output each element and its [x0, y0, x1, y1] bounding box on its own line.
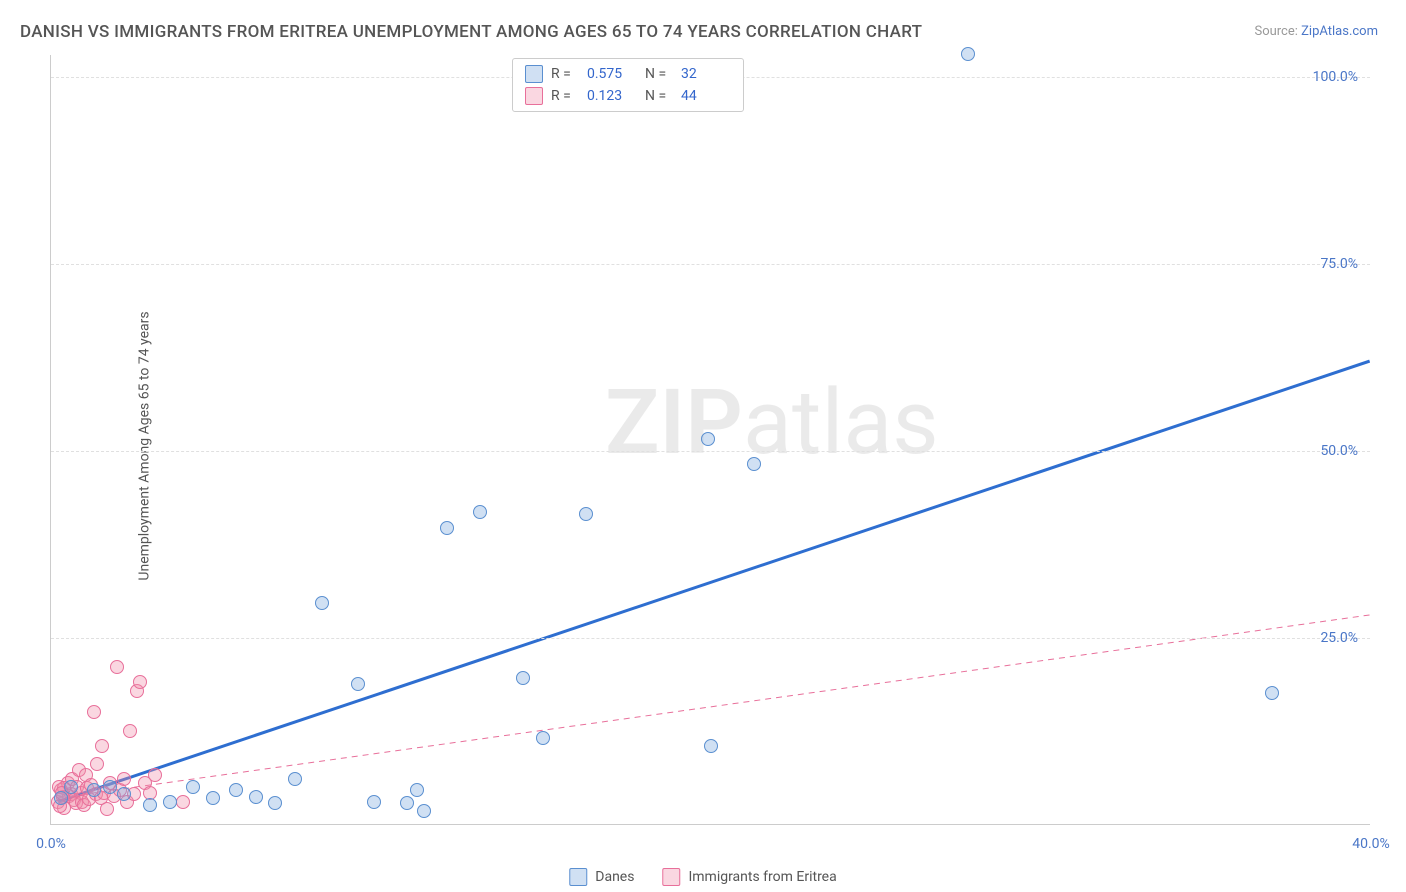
legend-correlation-box: R = 0.575 N = 32 R = 0.123 N = 44 — [512, 58, 744, 112]
data-point-danes — [206, 791, 220, 805]
r-value-danes: 0.575 — [587, 66, 637, 82]
data-point-eritrea — [110, 660, 124, 674]
data-point-danes — [351, 677, 365, 691]
data-point-danes — [440, 521, 454, 535]
watermark: ZIPatlas — [605, 370, 939, 475]
swatch-danes — [569, 868, 587, 886]
legend-label-danes: Danes — [595, 869, 634, 885]
correlation-chart: DANISH VS IMMIGRANTS FROM ERITREA UNEMPL… — [0, 0, 1406, 892]
data-point-danes — [288, 772, 302, 786]
source-link[interactable]: ZipAtlas.com — [1301, 24, 1378, 39]
data-point-danes — [701, 432, 715, 446]
data-point-danes — [516, 671, 530, 685]
n-value-eritrea: 44 — [681, 88, 731, 104]
data-point-danes — [64, 780, 78, 794]
r-value-eritrea: 0.123 — [587, 88, 637, 104]
watermark-bold: ZIP — [605, 370, 743, 475]
data-point-danes — [1265, 686, 1279, 700]
data-point-eritrea — [148, 768, 162, 782]
swatch-danes — [525, 65, 543, 83]
data-point-danes — [410, 783, 424, 797]
r-label: R = — [551, 88, 579, 104]
data-point-danes — [400, 796, 414, 810]
data-point-eritrea — [123, 724, 137, 738]
data-point-danes — [54, 791, 68, 805]
legend-label-eritrea: Immigrants from Eritrea — [688, 869, 836, 885]
y-tick-label: 75.0% — [1320, 256, 1358, 272]
n-label: N = — [645, 88, 673, 104]
data-point-danes — [961, 47, 975, 61]
data-point-danes — [536, 731, 550, 745]
x-tick-label: 0.0% — [36, 836, 66, 852]
r-label: R = — [551, 66, 579, 82]
data-point-danes — [367, 795, 381, 809]
data-point-danes — [103, 780, 117, 794]
data-point-danes — [143, 798, 157, 812]
data-point-eritrea — [90, 757, 104, 771]
source-attribution: Source: ZipAtlas.com — [1254, 24, 1378, 39]
source-prefix: Source: — [1254, 24, 1301, 39]
data-point-eritrea — [87, 705, 101, 719]
data-point-danes — [229, 783, 243, 797]
data-point-eritrea — [95, 739, 109, 753]
data-point-eritrea — [176, 795, 190, 809]
data-point-danes — [704, 739, 718, 753]
swatch-eritrea — [525, 87, 543, 105]
legend-row-danes: R = 0.575 N = 32 — [513, 63, 743, 85]
n-label: N = — [645, 66, 673, 82]
swatch-eritrea — [662, 868, 680, 886]
data-point-danes — [473, 505, 487, 519]
legend-series: Danes Immigrants from Eritrea — [569, 868, 836, 886]
watermark-light: atlas — [743, 370, 939, 475]
gridline — [51, 638, 1370, 639]
data-point-danes — [87, 783, 101, 797]
data-point-eritrea — [100, 802, 114, 816]
y-tick-label: 100.0% — [1313, 69, 1358, 85]
chart-title: DANISH VS IMMIGRANTS FROM ERITREA UNEMPL… — [20, 22, 922, 42]
data-point-eritrea — [117, 772, 131, 786]
data-point-danes — [249, 790, 263, 804]
data-point-danes — [163, 795, 177, 809]
data-point-danes — [117, 787, 131, 801]
data-point-danes — [747, 457, 761, 471]
n-value-danes: 32 — [681, 66, 731, 82]
y-tick-label: 50.0% — [1320, 443, 1358, 459]
data-point-eritrea — [133, 675, 147, 689]
y-tick-label: 25.0% — [1320, 630, 1358, 646]
data-point-danes — [186, 780, 200, 794]
legend-row-eritrea: R = 0.123 N = 44 — [513, 85, 743, 107]
trend-line-eritrea — [58, 615, 1370, 798]
legend-item-eritrea: Immigrants from Eritrea — [662, 868, 836, 886]
trend-line-danes — [58, 361, 1370, 801]
gridline — [51, 451, 1370, 452]
plot-area: ZIPatlas 25.0%50.0%75.0%100.0%0.0%40.0% — [50, 55, 1370, 825]
data-point-danes — [417, 804, 431, 818]
gridline — [51, 264, 1370, 265]
data-point-danes — [315, 596, 329, 610]
legend-item-danes: Danes — [569, 868, 634, 886]
data-point-danes — [268, 796, 282, 810]
x-tick-label: 40.0% — [1352, 836, 1390, 852]
data-point-danes — [579, 507, 593, 521]
